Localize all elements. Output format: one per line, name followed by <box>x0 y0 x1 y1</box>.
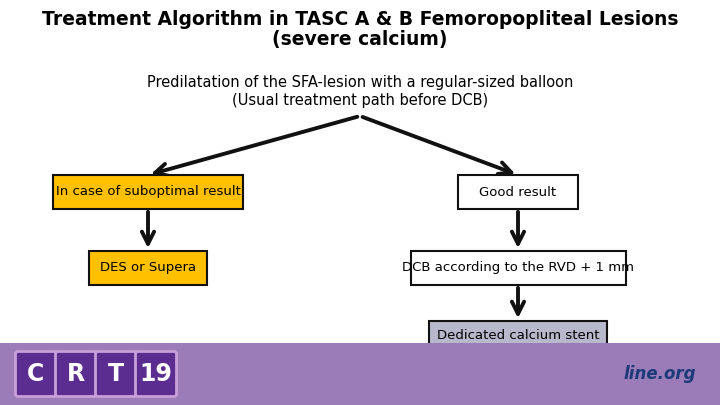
FancyBboxPatch shape <box>135 352 176 396</box>
FancyBboxPatch shape <box>89 251 207 285</box>
Text: (severe calcium): (severe calcium) <box>272 30 448 49</box>
Text: Treatment Algorithm in TASC A & B Femoropopliteal Lesions: Treatment Algorithm in TASC A & B Femoro… <box>42 10 678 29</box>
Text: R: R <box>67 362 85 386</box>
Text: DES or Supera: DES or Supera <box>100 262 196 275</box>
Text: T: T <box>108 362 124 386</box>
FancyBboxPatch shape <box>458 175 578 209</box>
Text: C: C <box>27 362 45 386</box>
FancyBboxPatch shape <box>429 321 607 365</box>
FancyBboxPatch shape <box>410 251 626 285</box>
Text: Good result: Good result <box>480 185 557 198</box>
Text: line.org: line.org <box>624 365 696 383</box>
Text: In case of suboptimal result: In case of suboptimal result <box>55 185 240 198</box>
Text: Dedicated calcium stent
on indication: Dedicated calcium stent on indication <box>437 329 599 357</box>
Text: (Usual treatment path before DCB): (Usual treatment path before DCB) <box>232 93 488 108</box>
FancyBboxPatch shape <box>55 352 96 396</box>
Text: DCB according to the RVD + 1 mm: DCB according to the RVD + 1 mm <box>402 262 634 275</box>
Text: 19: 19 <box>140 362 172 386</box>
Text: Predilatation of the SFA-lesion with a regular-sized balloon: Predilatation of the SFA-lesion with a r… <box>147 75 573 90</box>
FancyBboxPatch shape <box>53 175 243 209</box>
FancyBboxPatch shape <box>16 352 56 396</box>
FancyBboxPatch shape <box>96 352 137 396</box>
Bar <box>0 343 720 405</box>
